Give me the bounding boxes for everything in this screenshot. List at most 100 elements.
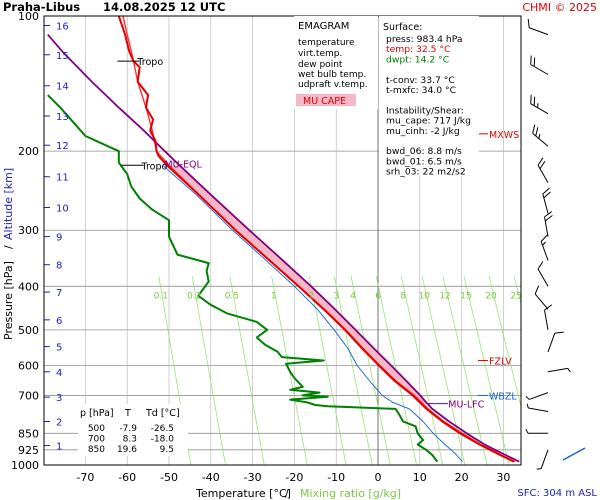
level-table-cell: 700 — [88, 435, 105, 445]
pressure-tick-500: 500 — [18, 324, 39, 337]
x-tick-20: 20 — [455, 471, 469, 484]
mxws-label: MXWS — [489, 130, 519, 141]
wind-barb-flag — [533, 96, 536, 106]
wind-barb-flag — [544, 304, 553, 311]
wind-barb-flag — [544, 211, 553, 218]
wind-barb — [544, 211, 553, 237]
x-tick--30: -30 — [244, 471, 262, 484]
wind-barb — [525, 429, 548, 434]
altitude-tick-14: 14 — [56, 82, 69, 93]
mixing-ratio-label: 0.2 — [187, 291, 201, 301]
tropopause-label: Tropo — [141, 161, 168, 172]
wind-barb-half — [537, 103, 539, 108]
pressure-tick-700: 700 — [18, 389, 39, 402]
surface-line: mu_cape: 717 J/kg — [386, 116, 471, 127]
wind-barb — [526, 403, 549, 412]
mixing-ratio-label: 15 — [460, 291, 471, 301]
mixing-ratio-label: 1 — [271, 291, 277, 301]
mixing-ratio-line — [488, 276, 521, 408]
wind-barb-staff — [534, 293, 549, 310]
mixing-ratio-label: 0.1 — [154, 291, 168, 301]
pressure-tick-600: 600 — [18, 359, 39, 372]
wind-barb-staff — [532, 132, 549, 147]
surface-line: press: 983.4 hPa — [386, 34, 462, 45]
pressure-tick-100: 100 — [18, 10, 39, 23]
wind-barb-flag — [554, 331, 564, 334]
level-table-header: T — [124, 408, 131, 419]
altitude-tick-2: 2 — [56, 417, 62, 428]
mixing-ratio-line — [421, 276, 466, 465]
x-tick--20: -20 — [285, 471, 303, 484]
wind-barb — [542, 187, 551, 214]
pressure-tick-400: 400 — [18, 280, 39, 293]
mixing-ratio-line — [442, 276, 488, 465]
legend-updraft: udpraft v.temp. — [298, 80, 368, 90]
surface-line: temp: 32.5 °C — [386, 44, 450, 55]
altitude-tick-5: 5 — [56, 343, 62, 354]
wind-barb-flag — [543, 191, 551, 199]
mixing-ratio-label: 12 — [439, 291, 450, 301]
wind-barb — [534, 285, 549, 310]
wind-barb — [530, 55, 549, 75]
level-table-cell: 8.3 — [123, 435, 137, 445]
sfc-height: SFC: 304 m ASL — [517, 488, 597, 499]
pressure-tick-1000: 1000 — [11, 459, 39, 472]
pressure-tick-850: 850 — [18, 427, 39, 440]
level-table-cell: 500 — [88, 424, 105, 434]
wind-barb-half — [567, 368, 571, 373]
mixing-ratio-label: 25 — [510, 291, 521, 301]
wind-barb-flag — [534, 285, 540, 295]
fzlv-label: FZLV — [489, 356, 512, 367]
mu-eql-label: MU-EQL — [164, 159, 202, 170]
wind-barb-flag — [533, 57, 536, 67]
wind-barb-staff — [540, 449, 549, 469]
wind-barb-staff — [529, 392, 549, 400]
y-axis-separator: / — [2, 245, 15, 249]
surface-wind-barb — [562, 447, 586, 461]
wind-barb-staff — [530, 64, 549, 75]
wind-barb — [540, 234, 549, 261]
legend-dew-point: dew point — [298, 60, 343, 70]
surface-title: Surface: — [383, 22, 422, 33]
wind-barb-staff — [540, 241, 549, 261]
x-tick--10: -10 — [327, 471, 345, 484]
wind-barb-flag — [527, 18, 530, 28]
tropopause-label: Tropo — [136, 57, 163, 68]
mixing-ratio-label: 0.5 — [225, 291, 239, 301]
wind-barb-flag — [544, 215, 553, 222]
wind-barb-flag — [530, 94, 532, 104]
wind-barb-staff — [530, 103, 549, 115]
mixing-ratio-label: 4 — [350, 291, 356, 301]
surface-line: Instability/Shear: — [386, 105, 464, 116]
mixing-ratio-label: 8 — [400, 291, 406, 301]
pressure-tick-200: 200 — [18, 145, 39, 158]
wind-barb-staff — [542, 193, 549, 214]
level-table-header: Td [°C] — [145, 408, 180, 419]
legend-virt-temp: virt.temp. — [298, 49, 342, 59]
wind-barb-flag — [535, 127, 539, 137]
cape-badge: MU CAPE — [303, 96, 346, 107]
mixing-ratio-line — [463, 276, 510, 465]
mixing-ratio-label: 6 — [375, 291, 381, 301]
copyright: CHMI © 2025 — [522, 1, 597, 14]
level-table-header: p [hPa] — [80, 408, 114, 419]
mixing-ratio-line — [191, 276, 226, 465]
level-table-cell: -7.9 — [119, 424, 137, 434]
level-table-cell: -18.0 — [151, 435, 175, 445]
wind-barb-staff — [537, 165, 549, 183]
x-tick--50: -50 — [160, 471, 178, 484]
wind-barb-half — [536, 468, 542, 470]
altitude-tick-13: 13 — [56, 112, 69, 123]
level-table: p [hPa] T Td [°C] 500 -7.9 -26.5 700 8.3 -18.0 85… — [78, 404, 188, 456]
wind-barb-staff — [528, 407, 549, 412]
datetime-title: 14.08.2025 12 UTC — [103, 0, 225, 14]
x-tick-30: 30 — [496, 471, 510, 484]
level-table-cell: 9.5 — [160, 445, 174, 455]
altitude-tick-1: 1 — [56, 442, 62, 453]
x-tick--70: -70 — [76, 471, 94, 484]
mixing-ratio-line — [229, 276, 265, 465]
mixing-ratio-line — [334, 276, 373, 465]
altitude-tick-7: 7 — [56, 288, 62, 299]
wind-barb-flag — [539, 161, 546, 170]
series-wet-bulb — [162, 164, 463, 462]
